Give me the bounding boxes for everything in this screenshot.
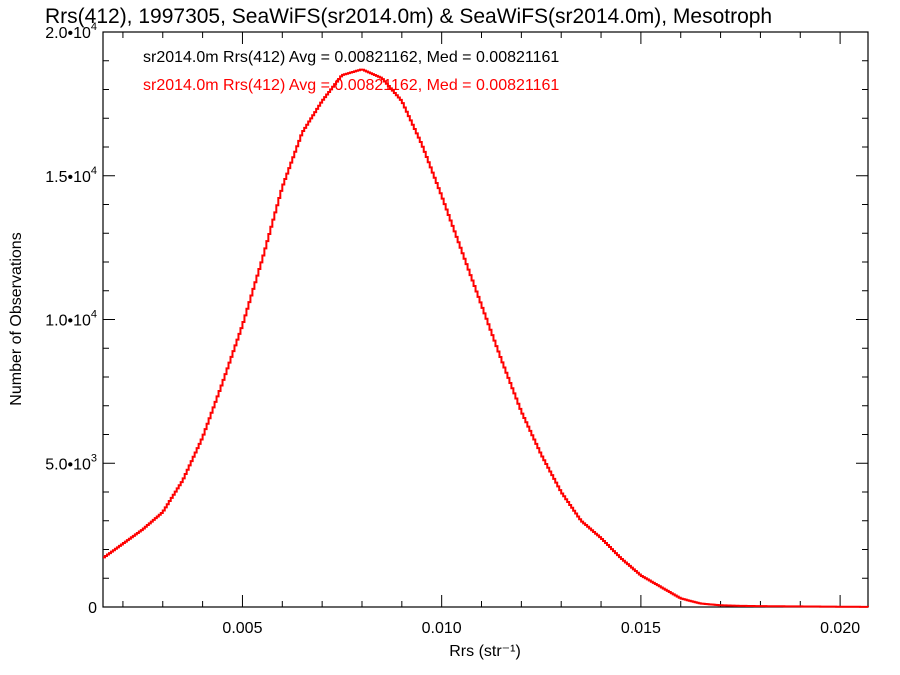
plot-area <box>102 31 869 608</box>
x-axis-label: Rrs (str⁻¹) <box>449 643 521 660</box>
legend-entry-2: sr2014.0m Rrs(412) Avg = 0.00821162, Med… <box>143 77 559 94</box>
x-tick-label: 0.005 <box>222 620 262 637</box>
y-tick-label: 1.0•104 <box>45 309 97 330</box>
x-tick-label: 0.020 <box>820 620 860 637</box>
x-tick-label: 0.015 <box>621 620 661 637</box>
y-tick-label: 1.5•104 <box>45 165 97 186</box>
y-axis-label: Number of Observations <box>8 232 25 405</box>
y-tick-label: 0 <box>88 600 97 617</box>
y-tick-label: 2.0•104 <box>45 21 97 42</box>
series-line <box>103 68 869 608</box>
legend-entry-1: sr2014.0m Rrs(412) Avg = 0.00821162, Med… <box>143 49 559 66</box>
x-tick-labels: 0.005 0.010 0.015 0.020 <box>222 620 860 637</box>
chart-title: Rrs(412), 1997305, SeaWiFS(sr2014.0m) & … <box>45 5 772 28</box>
y-tick-label: 5.0•103 <box>45 452 97 473</box>
axis-ticks <box>103 31 868 608</box>
y-tick-labels: 0 5.0•103 1.0•104 1.5•104 2.0•104 <box>45 21 97 617</box>
x-tick-label: 0.010 <box>422 620 462 637</box>
